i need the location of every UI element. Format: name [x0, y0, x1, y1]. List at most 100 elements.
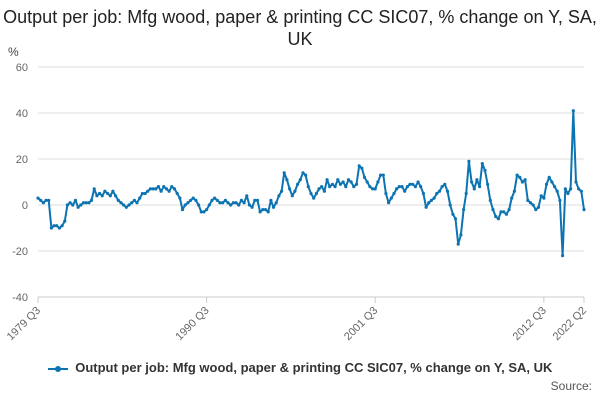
data-point — [542, 196, 546, 200]
data-point — [250, 205, 254, 209]
data-point — [247, 203, 251, 207]
data-point — [100, 194, 104, 198]
data-point — [333, 185, 337, 189]
data-point — [202, 210, 206, 214]
x-axis: 1979 Q3 1990 Q3 2001 Q3 2012 Q3 2022 Q2 — [5, 296, 589, 343]
source-label: Source: — [550, 379, 592, 393]
data-point — [579, 189, 583, 193]
data-point — [178, 196, 182, 200]
data-point — [223, 198, 227, 202]
data-point — [491, 208, 495, 212]
data-point — [304, 173, 308, 177]
data-point — [322, 189, 326, 193]
data-point — [480, 162, 484, 166]
data-point — [79, 203, 83, 207]
data-point — [170, 185, 174, 189]
data-point — [180, 208, 185, 212]
data-point — [263, 208, 268, 212]
data-point — [381, 173, 385, 177]
data-point — [68, 201, 72, 205]
data-point — [314, 191, 318, 196]
data-point — [403, 189, 407, 193]
data-point — [231, 201, 235, 205]
data-point — [553, 185, 557, 189]
data-point — [92, 187, 96, 191]
data-point — [55, 224, 59, 228]
data-point — [338, 182, 342, 186]
data-point — [197, 203, 201, 207]
data-point — [269, 198, 273, 202]
data-point — [349, 180, 353, 184]
data-point — [536, 205, 541, 209]
x-tick-label: 2012 Q3 — [511, 305, 549, 343]
data-point — [523, 178, 527, 182]
data-point — [429, 198, 433, 202]
data-point — [312, 196, 316, 200]
data-point — [274, 201, 278, 205]
data-point — [271, 205, 276, 209]
data-point — [140, 191, 144, 196]
data-point — [379, 173, 383, 177]
data-point — [528, 201, 533, 205]
data-point — [569, 187, 573, 191]
data-point — [108, 194, 112, 198]
data-point — [518, 175, 522, 179]
series-group — [36, 109, 586, 258]
data-point — [448, 203, 452, 207]
data-point — [186, 201, 190, 205]
data-point — [395, 187, 399, 191]
data-point — [122, 203, 126, 207]
data-point — [496, 217, 500, 221]
data-point — [443, 182, 447, 186]
data-point — [344, 185, 348, 189]
data-point — [154, 187, 158, 191]
data-point — [510, 196, 514, 200]
data-point — [472, 187, 476, 191]
x-tick-label: 1990 Q3 — [173, 305, 211, 343]
data-point — [245, 194, 249, 198]
data-point — [494, 214, 498, 219]
data-point — [464, 191, 468, 196]
data-point — [290, 194, 294, 198]
data-point — [346, 178, 351, 182]
data-point — [226, 201, 230, 205]
data-point — [242, 201, 246, 205]
data-point — [451, 212, 455, 216]
data-point — [424, 205, 428, 209]
data-point — [73, 198, 78, 202]
data-point — [138, 196, 142, 200]
data-point — [373, 187, 377, 191]
data-point — [470, 180, 474, 184]
data-point — [561, 254, 565, 258]
data-point — [411, 182, 415, 186]
data-point — [563, 187, 567, 191]
data-point — [255, 198, 260, 202]
data-point — [397, 185, 401, 189]
data-point — [459, 233, 463, 237]
data-point — [191, 196, 195, 200]
data-point — [237, 203, 241, 207]
data-point — [116, 198, 120, 202]
data-point — [571, 109, 575, 113]
data-point — [194, 198, 198, 202]
data-point — [98, 191, 102, 196]
data-point — [84, 201, 88, 205]
data-point — [146, 189, 150, 193]
data-point — [164, 187, 169, 191]
y-tick-label: 40 — [16, 108, 28, 120]
data-point — [103, 189, 107, 193]
data-point — [183, 203, 187, 207]
data-point — [499, 210, 503, 214]
data-point — [63, 219, 67, 223]
data-point — [317, 187, 321, 191]
data-point — [210, 198, 214, 202]
data-point — [437, 189, 442, 193]
y-tick-labels: 60 40 20 0 -20 -40 — [12, 62, 28, 304]
data-point — [440, 185, 444, 189]
data-point — [253, 198, 257, 202]
data-point — [413, 185, 417, 189]
data-point — [550, 180, 554, 184]
legend[interactable]: Output per job: Mfg wood, paper & printi… — [0, 360, 600, 375]
data-point — [280, 189, 284, 193]
